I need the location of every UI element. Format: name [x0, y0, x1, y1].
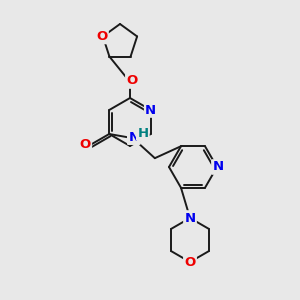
Text: O: O — [96, 30, 107, 43]
Text: O: O — [126, 74, 138, 88]
Text: N: N — [184, 212, 196, 224]
Text: N: N — [128, 131, 140, 144]
Text: H: H — [137, 127, 148, 140]
Text: O: O — [184, 256, 196, 268]
Text: N: N — [145, 103, 156, 116]
Text: N: N — [212, 160, 224, 173]
Text: O: O — [80, 139, 91, 152]
